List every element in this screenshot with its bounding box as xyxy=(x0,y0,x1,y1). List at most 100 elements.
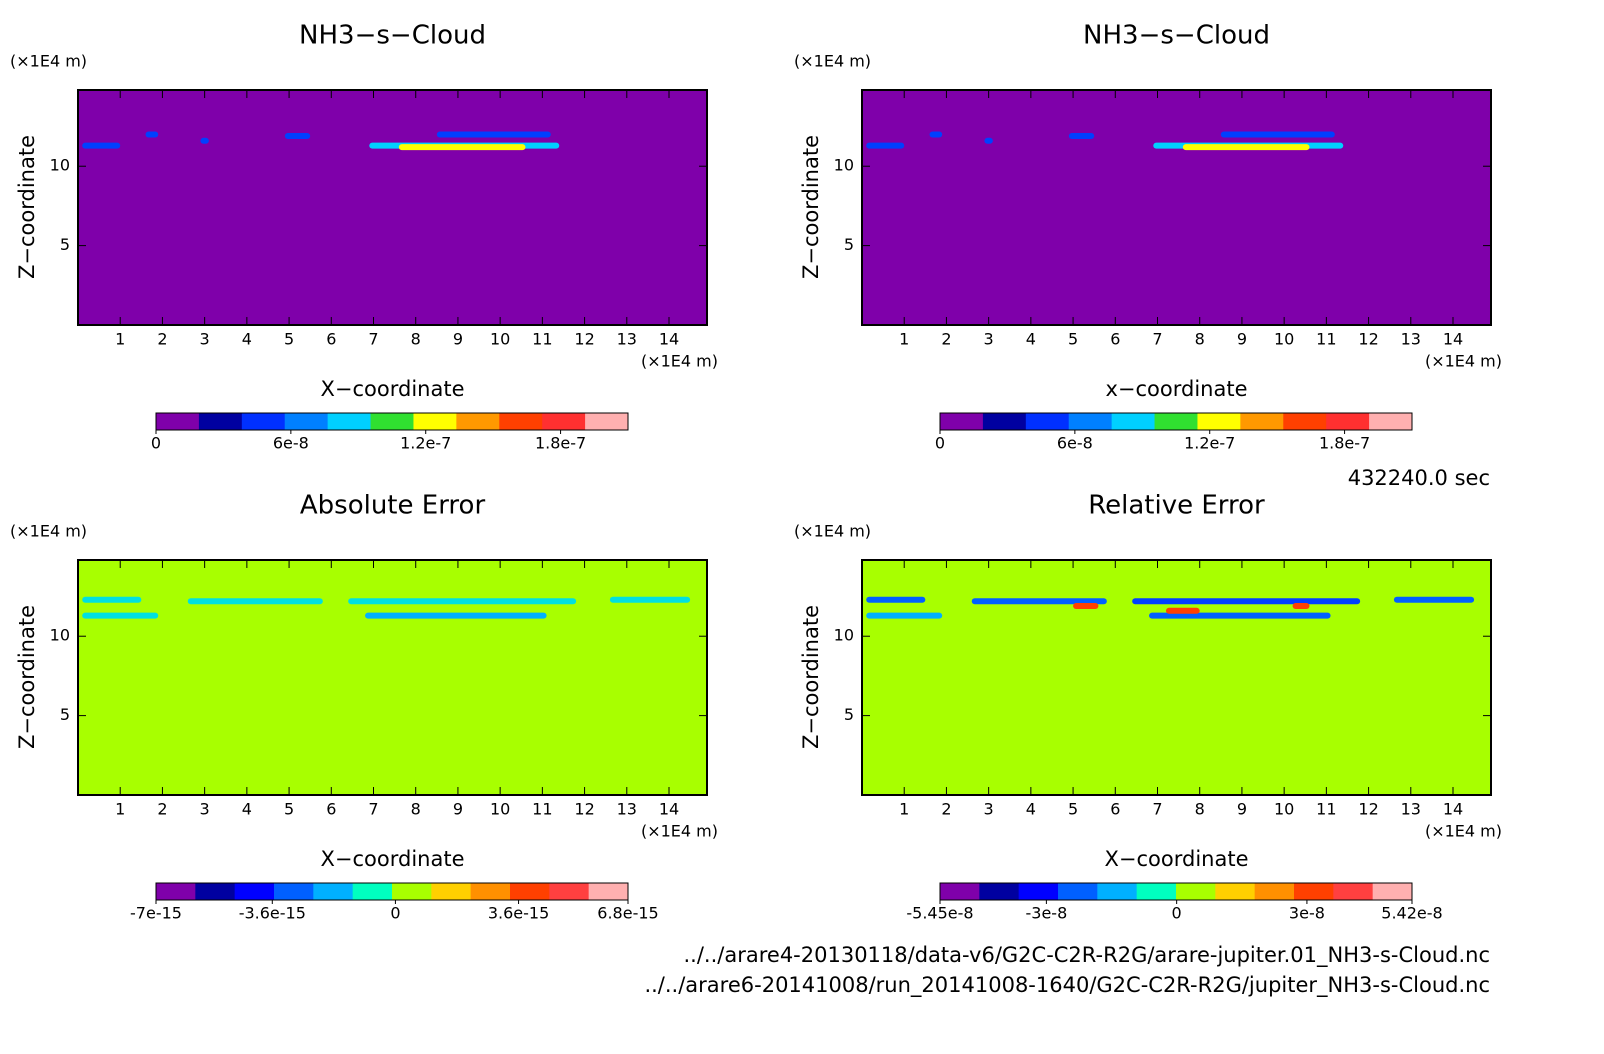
x-tick-label: 11 xyxy=(1316,330,1336,349)
colorbar-level xyxy=(588,883,629,900)
y-unit: (×1E4 m) xyxy=(794,52,871,71)
contour-region xyxy=(82,596,142,603)
colorbar-level xyxy=(1068,413,1113,430)
colorbar-level xyxy=(1154,413,1198,430)
x-tick-label: 5 xyxy=(284,800,294,819)
y-axis-label: Z−coordinate xyxy=(15,135,39,279)
colorbar-level xyxy=(1018,883,1059,900)
y-tick-label: 10 xyxy=(50,156,70,175)
contour-region xyxy=(365,612,547,619)
x-axis-label: X−coordinate xyxy=(1105,847,1249,871)
colorbar-tick-label: 1.8e-7 xyxy=(535,434,586,453)
colorbar-level xyxy=(1025,413,1070,430)
x-tick-label: 11 xyxy=(532,330,552,349)
colorbar-level xyxy=(241,413,286,430)
x-unit: (×1E4 m) xyxy=(1425,352,1502,371)
colorbar-level xyxy=(413,413,457,430)
contour-region xyxy=(284,133,311,140)
panel-title: Relative Error xyxy=(1088,491,1265,521)
x-tick-label: 2 xyxy=(941,800,951,819)
colorbar-level xyxy=(1176,883,1216,900)
colorbar-level xyxy=(352,883,393,900)
x-tick-label: 6 xyxy=(1110,330,1120,349)
contour-region xyxy=(187,598,323,605)
contour-region xyxy=(436,131,551,138)
colorbar-tick-label: 0 xyxy=(935,434,945,453)
colorbar-tick-label: -3e-8 xyxy=(1026,904,1068,923)
x-tick-label: 5 xyxy=(1068,800,1078,819)
x-tick-label: 13 xyxy=(617,800,637,819)
plot-frame xyxy=(77,559,708,796)
colorbar-level xyxy=(940,413,984,430)
y-tick-label: 5 xyxy=(60,235,70,254)
colorbar-level xyxy=(549,883,590,900)
colorbar-level xyxy=(284,413,329,430)
contour-region xyxy=(145,131,159,138)
colorbar-level xyxy=(456,413,500,430)
x-tick-label: 9 xyxy=(1237,330,1247,349)
colorbar-level xyxy=(156,413,200,430)
x-tick-label: 9 xyxy=(453,330,463,349)
y-axis-label: Z−coordinate xyxy=(15,605,39,749)
x-unit: (×1E4 m) xyxy=(641,352,718,371)
colorbar-tick-label: 1.8e-7 xyxy=(1319,434,1370,453)
colorbar-tick-label: 1.2e-7 xyxy=(400,434,451,453)
y-tick-label: 10 xyxy=(50,626,70,645)
contour-region xyxy=(1132,598,1361,605)
y-tick-label: 5 xyxy=(844,705,854,724)
x-tick-label: 2 xyxy=(157,800,167,819)
colorbar-level xyxy=(1197,413,1241,430)
x-tick-label: 13 xyxy=(617,330,637,349)
x-tick-label: 8 xyxy=(1195,800,1205,819)
colorbar-tick-label: 6.8e-15 xyxy=(597,904,658,923)
colorbar-level xyxy=(274,883,314,900)
x-tick-label: 9 xyxy=(453,800,463,819)
x-unit: (×1E4 m) xyxy=(1425,822,1502,841)
colorbar-level xyxy=(327,413,372,430)
x-tick-label: 7 xyxy=(1152,330,1162,349)
colorbar-level xyxy=(392,883,432,900)
contour-region xyxy=(348,598,577,605)
colorbar-frame xyxy=(155,882,629,901)
plot-area xyxy=(862,560,1491,795)
x-tick-label: 3 xyxy=(200,330,210,349)
x-tick-label: 11 xyxy=(1316,800,1336,819)
x-tick-label: 5 xyxy=(284,330,294,349)
colorbar-level xyxy=(370,413,414,430)
panel-title: NH3−s−Cloud xyxy=(1083,21,1270,51)
x-tick-label: 12 xyxy=(1358,330,1378,349)
x-tick-label: 3 xyxy=(984,800,994,819)
x-tick-label: 7 xyxy=(1152,800,1162,819)
x-tick-label: 10 xyxy=(490,330,510,349)
x-tick-label: 1 xyxy=(115,800,125,819)
plot-area xyxy=(78,560,707,795)
x-tick-label: 14 xyxy=(1443,330,1463,349)
contour-region xyxy=(1393,596,1475,603)
colorbar-level xyxy=(1254,883,1295,900)
panel-title: NH3−s−Cloud xyxy=(299,21,486,51)
colorbar-tick-label: -5.45e-8 xyxy=(906,904,973,923)
x-tick-label: 3 xyxy=(984,330,994,349)
x-tick-label: 8 xyxy=(411,330,421,349)
colorbar-level xyxy=(1136,883,1177,900)
colorbar-level xyxy=(1333,883,1374,900)
colorbar-level xyxy=(499,413,543,430)
plot-frame xyxy=(77,89,708,326)
colorbar-level xyxy=(940,883,980,900)
colorbar-tick-label: -7e-15 xyxy=(130,904,182,923)
x-tick-label: 6 xyxy=(326,330,336,349)
colorbar-tick-label: 3.6e-15 xyxy=(488,904,549,923)
plot-frame xyxy=(861,89,1492,326)
colorbar-tick-label: 0 xyxy=(151,434,161,453)
contour-region xyxy=(200,137,209,144)
contour-region xyxy=(1182,144,1310,151)
plot-area xyxy=(78,90,707,325)
x-axis-label: x−coordinate xyxy=(1105,377,1247,401)
time-label: 432240.0 sec xyxy=(1348,466,1490,490)
plot-area xyxy=(862,90,1491,325)
x-tick-label: 7 xyxy=(368,330,378,349)
y-unit: (×1E4 m) xyxy=(10,522,87,541)
x-tick-label: 11 xyxy=(532,800,552,819)
contour-region xyxy=(82,142,121,149)
